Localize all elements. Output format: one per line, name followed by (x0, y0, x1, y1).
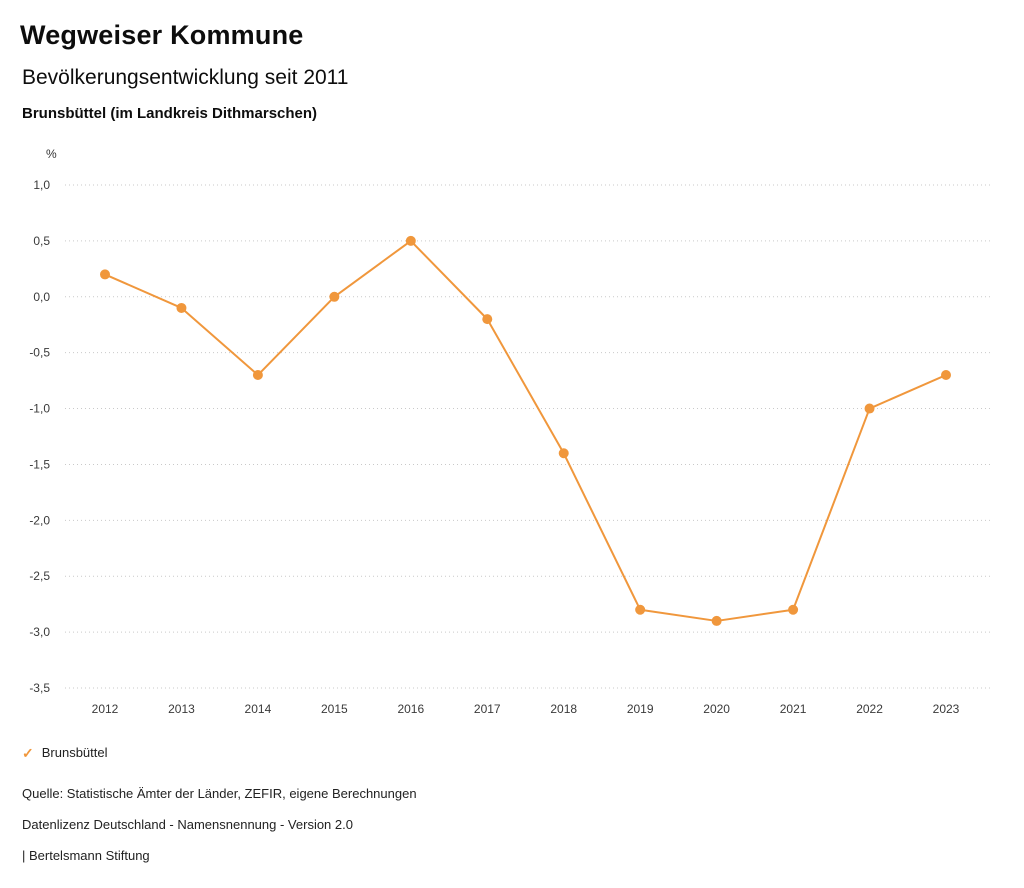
x-tick-label: 2019 (627, 702, 654, 716)
x-tick-label: 2020 (703, 702, 730, 716)
x-tick-label: 2017 (474, 702, 501, 716)
y-tick-label: -1,5 (29, 457, 50, 471)
data-point[interactable] (864, 403, 875, 414)
data-point[interactable] (558, 448, 569, 459)
x-tick-label: 2013 (168, 702, 195, 716)
data-point[interactable] (788, 604, 799, 615)
data-point[interactable] (100, 269, 110, 280)
page-title: Wegweiser Kommune (20, 20, 304, 50)
source-text: Quelle: Statistische Ämter der Länder, Z… (22, 786, 417, 801)
x-tick-label: 2016 (397, 702, 424, 716)
y-tick-label: 1,0 (33, 178, 50, 192)
data-point[interactable] (482, 314, 493, 325)
data-point[interactable] (635, 604, 646, 615)
x-tick-label: 2018 (550, 702, 577, 716)
y-tick-label: -2,5 (29, 569, 50, 583)
legend: ✓ Brunsbüttel (22, 745, 108, 760)
y-tick-label: 0,0 (33, 290, 50, 304)
y-axis-unit-label: % (46, 147, 57, 161)
x-tick-label: 2021 (780, 702, 807, 716)
x-tick-label: 2015 (321, 702, 348, 716)
data-point[interactable] (252, 370, 263, 381)
legend-item-brunsbuettel[interactable]: Brunsbüttel (41, 745, 108, 760)
data-point[interactable] (176, 302, 187, 313)
x-tick-label: 2014 (245, 702, 272, 716)
y-tick-label: 0,5 (33, 234, 50, 248)
y-tick-label: -1,0 (29, 402, 50, 416)
y-tick-label: -3,5 (29, 681, 50, 695)
attribution-text: | Bertelsmann Stiftung (22, 848, 150, 863)
x-tick-label: 2012 (92, 702, 119, 716)
data-point[interactable] (405, 235, 416, 246)
series-line (104, 239, 947, 622)
y-tick-label: -2,0 (29, 513, 50, 527)
data-point[interactable] (329, 291, 340, 302)
check-icon: ✓ (22, 744, 34, 761)
y-tick-label: -3,0 (29, 625, 50, 639)
population-chart: 1,0 0,5 0,0 -0,5 -1,0 -1,5 -2,0 -2,5 -3,0 -3,5 201… (29, 178, 990, 716)
license-text: Datenlizenz Deutschland - Namensnennung … (22, 817, 353, 832)
data-point[interactable] (711, 615, 722, 626)
x-tick-label: 2023 (933, 702, 960, 716)
data-point[interactable] (941, 370, 951, 381)
chart-subtitle: Bevölkerungsentwicklung seit 2011 (22, 66, 349, 89)
chart-region-label: Brunsbüttel (im Landkreis Dithmarschen) (22, 105, 318, 122)
x-tick-label: 2022 (856, 702, 883, 716)
y-tick-label: -0,5 (29, 346, 50, 360)
